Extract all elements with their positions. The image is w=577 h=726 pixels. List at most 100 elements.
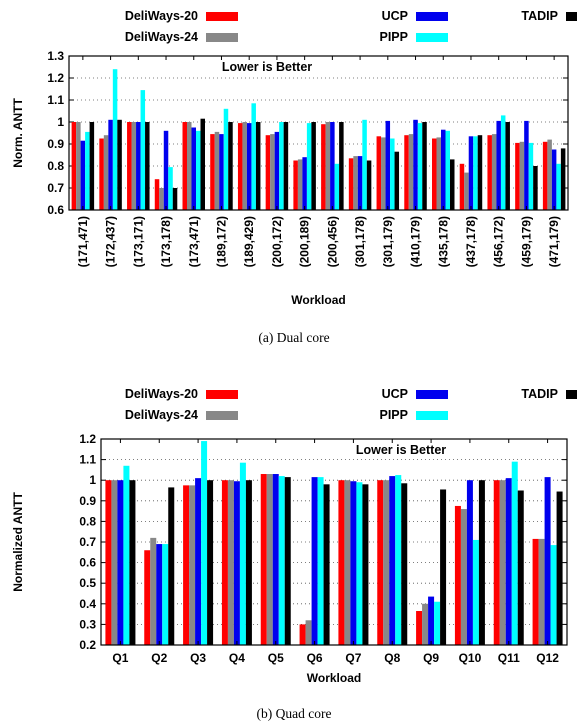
bar bbox=[377, 480, 384, 645]
x-tick-label: (456,172) bbox=[492, 216, 506, 267]
y-tick-label: 0.3 bbox=[79, 617, 96, 631]
bar bbox=[105, 480, 112, 645]
x-tick-label: Q9 bbox=[423, 651, 439, 665]
bar bbox=[432, 138, 437, 210]
bar bbox=[144, 550, 151, 645]
bar bbox=[145, 122, 150, 210]
legend-swatch bbox=[416, 33, 448, 42]
bar bbox=[422, 603, 429, 645]
y-tick-label: 0.5 bbox=[79, 576, 96, 590]
bar bbox=[237, 123, 243, 210]
x-tick-label: Q1 bbox=[112, 651, 128, 665]
bar bbox=[71, 122, 77, 210]
bar bbox=[127, 122, 132, 210]
y-tick-label: 1 bbox=[89, 473, 96, 487]
bar bbox=[221, 480, 228, 645]
x-tick-label: Q8 bbox=[384, 651, 400, 665]
x-tick-label: Q4 bbox=[229, 651, 245, 665]
bar bbox=[440, 489, 447, 645]
bar bbox=[284, 477, 291, 645]
bar bbox=[538, 538, 545, 645]
bar bbox=[265, 135, 271, 210]
bar bbox=[191, 127, 196, 210]
bar bbox=[500, 115, 506, 210]
legend-label: DeliWays-24 bbox=[125, 30, 198, 44]
bar bbox=[542, 141, 548, 210]
y-tick-label: 0.6 bbox=[79, 556, 96, 570]
x-tick-label: Q11 bbox=[498, 651, 520, 665]
bar bbox=[189, 485, 196, 645]
x-tick-label: Q2 bbox=[151, 651, 167, 665]
legend-swatch bbox=[416, 390, 448, 399]
bar bbox=[228, 122, 233, 210]
y-tick-label: 0.4 bbox=[79, 597, 96, 611]
bar bbox=[413, 119, 418, 210]
bar bbox=[348, 158, 354, 210]
y-tick-label: 1 bbox=[57, 115, 64, 129]
bar bbox=[533, 166, 538, 210]
x-tick-label: Q12 bbox=[536, 651, 559, 665]
bar bbox=[356, 482, 363, 645]
bar bbox=[394, 151, 400, 210]
y-tick-label: 0.2 bbox=[79, 638, 96, 652]
y-tick-label: 1.1 bbox=[79, 453, 96, 467]
legend-swatch bbox=[566, 390, 577, 399]
bar bbox=[459, 163, 465, 210]
x-axis-title: Workload bbox=[307, 671, 361, 685]
bar bbox=[159, 188, 164, 210]
legend-label: UCP bbox=[382, 9, 408, 23]
bar bbox=[511, 461, 518, 645]
bar bbox=[172, 188, 178, 210]
bar bbox=[334, 163, 340, 210]
plot-frame bbox=[100, 438, 568, 646]
annotation: Lower is Better bbox=[356, 443, 446, 457]
y-tick-label: 0.9 bbox=[79, 494, 96, 508]
y-tick-label: 0.8 bbox=[79, 514, 96, 528]
bar bbox=[515, 142, 520, 210]
bar bbox=[317, 477, 324, 645]
bar bbox=[117, 480, 124, 645]
bar bbox=[550, 545, 557, 645]
x-tick-label: Q6 bbox=[307, 651, 323, 665]
bar bbox=[383, 480, 390, 645]
bar bbox=[390, 138, 395, 210]
bar bbox=[163, 130, 169, 210]
x-tick-label: (437,178) bbox=[464, 216, 478, 267]
bar bbox=[445, 130, 450, 210]
bar bbox=[117, 119, 122, 210]
x-tick-label: (173,471) bbox=[187, 216, 201, 267]
bar bbox=[136, 122, 141, 210]
bar bbox=[416, 611, 423, 645]
legend-label: UCP bbox=[382, 387, 408, 401]
bar bbox=[408, 134, 414, 210]
bar bbox=[395, 475, 402, 645]
bar bbox=[182, 122, 187, 210]
bar bbox=[339, 122, 344, 210]
bar bbox=[422, 122, 427, 210]
bar bbox=[389, 476, 396, 645]
bar bbox=[472, 539, 479, 645]
y-tick-label: 1.1 bbox=[47, 93, 64, 107]
bar bbox=[255, 122, 261, 210]
y-tick-label: 0.7 bbox=[79, 535, 96, 549]
bar bbox=[140, 90, 146, 210]
bar bbox=[131, 122, 137, 210]
x-tick-label: (435,178) bbox=[436, 216, 450, 267]
bar bbox=[233, 481, 240, 645]
bar bbox=[362, 484, 369, 645]
x-tick-label: (200,172) bbox=[270, 216, 284, 267]
bar bbox=[111, 480, 118, 645]
bar bbox=[278, 476, 285, 645]
bar bbox=[246, 123, 252, 210]
bar bbox=[195, 478, 202, 645]
bar bbox=[168, 167, 173, 210]
legend-swatch bbox=[416, 12, 448, 21]
x-tick-label: (171,471) bbox=[76, 216, 90, 267]
y-tick-label: 1.3 bbox=[47, 49, 64, 63]
bar bbox=[270, 134, 275, 210]
bar bbox=[260, 474, 267, 645]
bar bbox=[210, 134, 215, 210]
bar bbox=[532, 538, 539, 645]
legend-label: TADIP bbox=[521, 387, 558, 401]
x-tick-label: (173,171) bbox=[131, 216, 145, 267]
